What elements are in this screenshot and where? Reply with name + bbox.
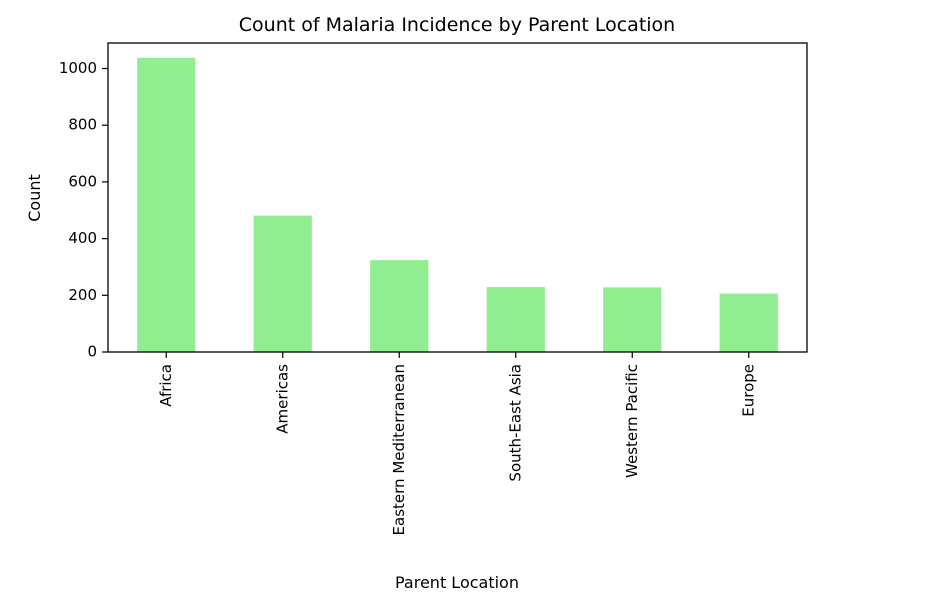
y-axis: 0 200 400 600 800 1000 — [59, 59, 108, 361]
y-tick-label: 400 — [68, 229, 97, 247]
bar-south-east-asia — [486, 287, 545, 352]
bar-western-pacific — [603, 287, 662, 352]
chart-title: Count of Malaria Incidence by Parent Loc… — [239, 14, 675, 36]
bars-group — [137, 57, 778, 353]
y-tick-label: 200 — [68, 286, 97, 304]
y-tick-label: 0 — [87, 343, 97, 361]
y-axis-title: Count — [25, 174, 44, 222]
bar-eastern-mediterranean — [370, 260, 429, 352]
bar-africa — [137, 57, 196, 353]
bar-americas — [253, 215, 312, 352]
x-axis: Africa Americas Eastern Mediterranean South… — [157, 352, 757, 535]
y-tick-label: 800 — [68, 116, 97, 134]
x-tick-label: Western Pacific — [623, 364, 641, 478]
x-tick-label: South-East Asia — [506, 364, 524, 482]
x-tick-label: Africa — [157, 364, 175, 407]
x-tick-label: Europe — [739, 364, 757, 417]
y-tick-label: 1000 — [59, 59, 97, 77]
bar-europe — [719, 293, 778, 352]
y-tick-label: 600 — [68, 172, 97, 190]
x-tick-label: Eastern Mediterranean — [390, 364, 408, 535]
plot-area-frame — [107, 42, 808, 353]
x-tick-label: Americas — [273, 364, 291, 434]
x-axis-title: Parent Location — [395, 573, 519, 592]
